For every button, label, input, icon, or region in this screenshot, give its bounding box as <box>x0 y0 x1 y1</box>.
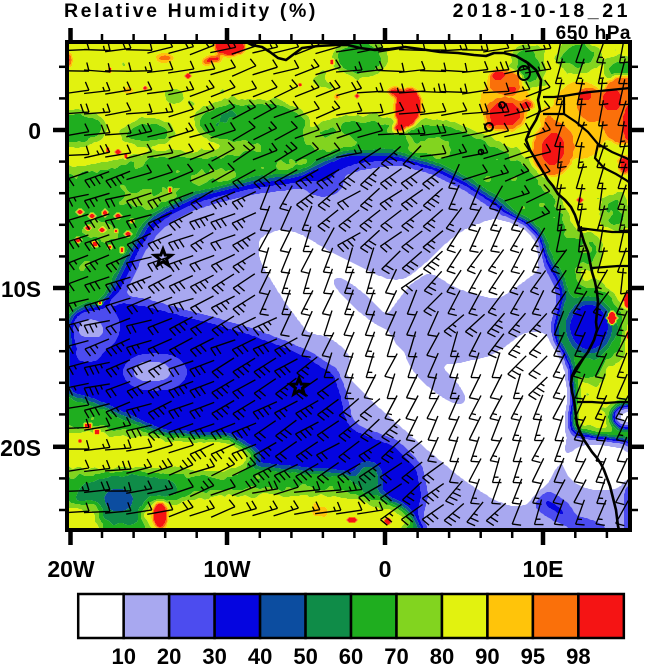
svg-text:60: 60 <box>339 644 363 667</box>
svg-text:10S: 10S <box>1 277 41 302</box>
svg-text:20W: 20W <box>47 556 95 582</box>
svg-text:20S: 20S <box>0 435 41 461</box>
svg-text:0: 0 <box>379 556 392 582</box>
svg-text:70: 70 <box>384 644 408 667</box>
svg-text:2018-10-18_21: 2018-10-18_21 <box>453 0 631 22</box>
svg-text:98: 98 <box>566 644 590 667</box>
svg-text:10E: 10E <box>523 556 564 582</box>
svg-text:10W: 10W <box>203 556 251 582</box>
svg-text:20: 20 <box>157 644 181 667</box>
svg-text:30: 30 <box>202 644 226 667</box>
svg-text:650 hPa: 650 hPa <box>556 23 631 44</box>
svg-text:Relative Humidity (%): Relative Humidity (%) <box>64 0 318 22</box>
svg-text:50: 50 <box>293 644 317 667</box>
svg-text:0: 0 <box>28 118 41 144</box>
svg-text:40: 40 <box>248 644 272 667</box>
svg-text:90: 90 <box>475 644 499 667</box>
svg-text:95: 95 <box>521 644 545 667</box>
svg-text:80: 80 <box>430 644 454 667</box>
svg-text:10: 10 <box>111 644 135 667</box>
